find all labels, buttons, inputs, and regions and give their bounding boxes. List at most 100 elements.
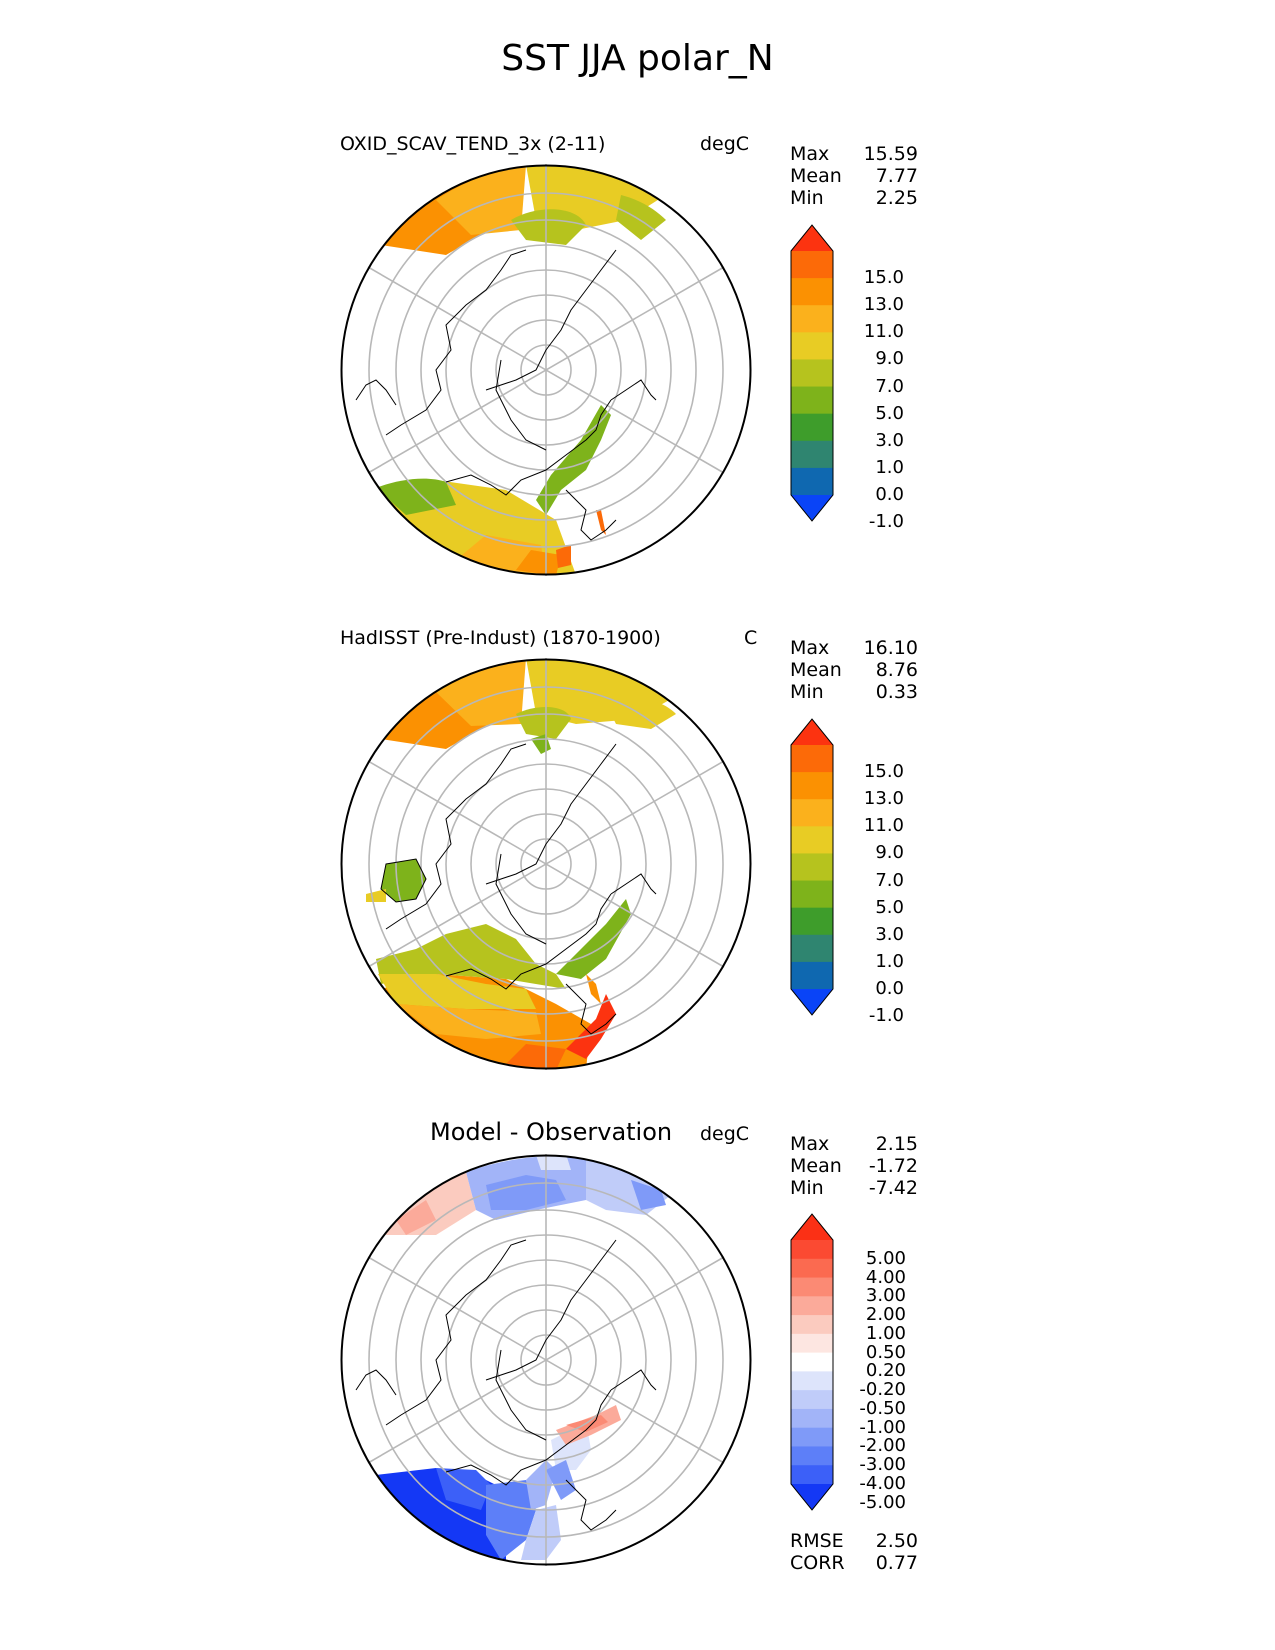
figure-title: SST JJA polar_N xyxy=(501,38,774,79)
polar-map-svg xyxy=(340,658,752,1070)
colorbar-tick-label: -3.00 xyxy=(859,1454,906,1476)
colorbar-tick-label: 5.0 xyxy=(875,896,904,918)
colorbar-segment xyxy=(791,1408,833,1429)
colorbar-segment xyxy=(791,251,833,279)
colorbar-segment xyxy=(791,1277,833,1297)
colorbar-segment xyxy=(791,386,833,415)
colorbar-segment xyxy=(791,1240,833,1260)
metric-rmse: RMSE 2.50 xyxy=(790,1530,918,1552)
colorbar-segment xyxy=(791,745,833,773)
colorbar-segment xyxy=(791,1352,833,1372)
colorbar-tick-label: -1.0 xyxy=(868,511,904,533)
panel-3-polar-map xyxy=(340,1154,752,1566)
stat-mean: Mean 8.76 xyxy=(790,659,918,681)
panel-1-polar-map xyxy=(340,164,752,576)
colorbar-tick-label: 11.0 xyxy=(863,321,904,343)
polar-map-svg xyxy=(340,164,752,576)
coastlines xyxy=(380,743,657,1035)
colorbar-tick-label: 13.0 xyxy=(863,294,904,316)
coastlines xyxy=(355,1239,657,1531)
colorbar-segment xyxy=(791,413,833,442)
colorbar-segment xyxy=(791,1296,833,1316)
stat-min: Min 0.33 xyxy=(790,681,918,703)
colorbar-segment xyxy=(791,1465,833,1485)
colorbar-segment xyxy=(791,332,833,360)
stat-max: Max 16.10 xyxy=(790,637,918,659)
panel-3-stats: Max 2.15 Mean -1.72 Min -7.42 xyxy=(790,1133,918,1199)
panel-3-colorbar-labels: 5.00 4.00 3.00 2.00 1.00 0.50 0.20 -0.20 -0.50 -1… xyxy=(836,1213,906,1512)
stat-max: Max 15.59 xyxy=(790,143,918,165)
colorbar-tick-label: 15.0 xyxy=(863,267,904,289)
colorbar-tick-label: 0.0 xyxy=(875,978,904,999)
colorbar-tick-label: 13.0 xyxy=(863,788,904,810)
colorbar-tick-label: 7.0 xyxy=(875,375,904,397)
colorbar-tick-label: -1.00 xyxy=(859,1416,906,1438)
graticule xyxy=(367,164,725,576)
colorbar-segment xyxy=(791,772,833,800)
colorbar-segment xyxy=(791,1390,833,1410)
colorbar-segment xyxy=(791,880,833,909)
stat-mean: Mean -1.72 xyxy=(790,1155,918,1177)
metric-corr: CORR 0.77 xyxy=(790,1552,918,1574)
colorbar-segment xyxy=(791,799,833,827)
panel-2-stats: Max 16.10 Mean 8.76 Min 0.33 xyxy=(790,637,918,703)
panel-1-colorbar-labels: 15.0 13.0 11.0 9.0 7.0 5.0 3.0 1.0 0.0 -1.0 xyxy=(844,224,904,532)
panel-2-polar-map xyxy=(340,658,752,1070)
colorbar-tick-label: 4.00 xyxy=(865,1266,906,1288)
colorbar-tick-label: 11.0 xyxy=(863,815,904,837)
colorbar-tick-label: 2.00 xyxy=(865,1304,906,1326)
colorbar-tick-label: -0.50 xyxy=(859,1397,906,1419)
panel-3-title: Model - Observation xyxy=(430,1118,673,1146)
colorbar-segment xyxy=(791,1371,833,1391)
panel-1-title: OXID_SCAV_TEND_3x (2-11) xyxy=(340,133,606,155)
colorbar-tick-label: 1.00 xyxy=(865,1322,906,1344)
panel-1-stats: Max 15.59 Mean 7.77 Min 2.25 xyxy=(790,143,918,209)
panel-3-units: degC xyxy=(700,1123,750,1145)
colorbar-extend-min xyxy=(791,989,833,1015)
colorbar-tick-label: 7.0 xyxy=(875,869,904,891)
map-boundary xyxy=(340,1154,752,1566)
colorbar-outline xyxy=(790,1213,834,1511)
colorbar-tick-label: 9.0 xyxy=(875,842,904,864)
colorbar-tick-label: 0.20 xyxy=(865,1360,906,1382)
colorbar-tick-label: -0.20 xyxy=(859,1379,906,1401)
colorbar-tick-label: 1.0 xyxy=(875,950,904,972)
colorbar-tick-label: 3.0 xyxy=(875,923,904,945)
colorbar-extend-max xyxy=(791,225,833,251)
colorbar-segment xyxy=(791,1446,833,1466)
colorbar-tick-label: -5.00 xyxy=(859,1491,906,1513)
map-boundary xyxy=(340,658,752,1070)
panel-2-title: HadISST (Pre-Indust) (1870-1900) xyxy=(340,627,661,649)
colorbar-tick-label: -4.00 xyxy=(859,1473,906,1494)
panel-2-units: C xyxy=(744,627,758,649)
colorbar-svg xyxy=(790,1213,834,1511)
colorbar-extend-max xyxy=(791,719,833,745)
colorbar-segment xyxy=(791,305,833,333)
stat-min: Min 2.25 xyxy=(790,187,918,209)
colorbar-tick-label: 3.00 xyxy=(865,1285,906,1307)
panel-1-colorbar xyxy=(790,224,834,522)
stat-mean: Mean 7.77 xyxy=(790,165,918,187)
colorbar-segment xyxy=(791,1315,833,1335)
colorbar-segment xyxy=(791,1333,833,1354)
panel-1-units: degC xyxy=(700,133,750,155)
colorbar-extend-min xyxy=(791,495,833,521)
colorbar-extend-max xyxy=(791,1214,833,1240)
colorbar-svg xyxy=(790,718,834,1016)
colorbar-segment xyxy=(791,278,833,306)
panel-2-colorbar xyxy=(790,718,834,1016)
colorbar-extend-min xyxy=(791,1484,833,1510)
map-boundary xyxy=(340,164,752,576)
colorbar-outline xyxy=(790,224,834,522)
panel-2-colorbar-labels: 15.0 13.0 11.0 9.0 7.0 5.0 3.0 1.0 0.0 -1.0 xyxy=(844,718,904,1026)
stat-max: Max 2.15 xyxy=(790,1133,918,1155)
colorbar-segment xyxy=(791,826,833,854)
colorbar-tick-label: 5.0 xyxy=(875,402,904,424)
coastlines xyxy=(355,249,657,541)
stat-min: Min -7.42 xyxy=(790,1177,918,1199)
polar-map-svg xyxy=(340,1154,752,1566)
colorbar-segment xyxy=(791,1427,833,1447)
panel-3-colorbar xyxy=(790,1213,834,1511)
colorbar-outline xyxy=(790,718,834,1016)
colorbar-tick-label: -2.00 xyxy=(859,1435,906,1457)
